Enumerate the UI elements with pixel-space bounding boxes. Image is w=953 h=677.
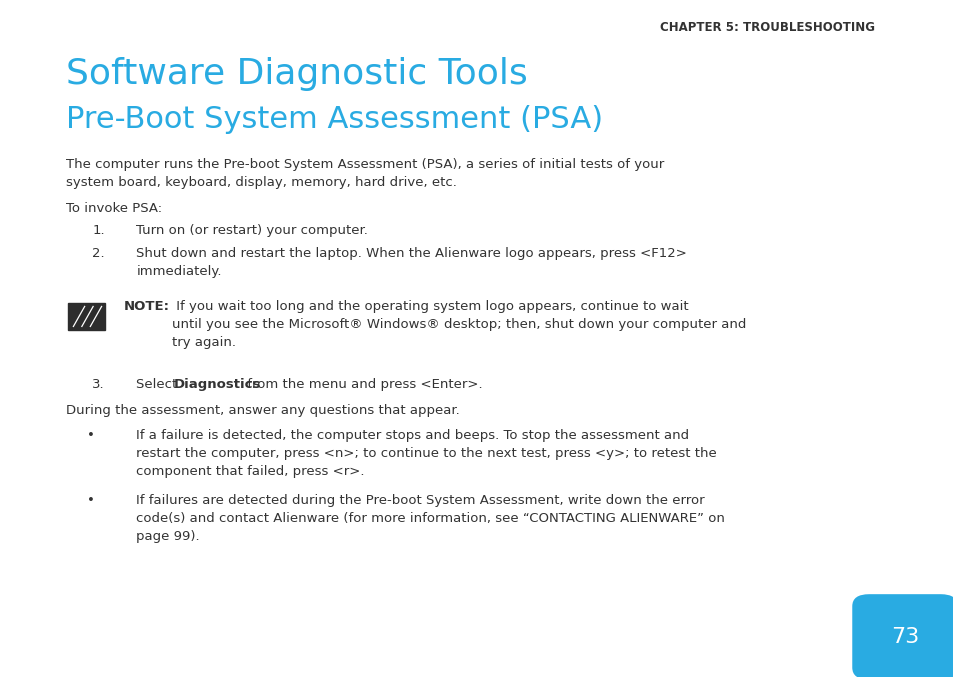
Text: During the assessment, answer any questions that appear.: During the assessment, answer any questi… (66, 404, 459, 417)
Text: Software Diagnostic Tools: Software Diagnostic Tools (66, 57, 527, 91)
Text: If you wait too long and the operating system logo appears, continue to wait
unt: If you wait too long and the operating s… (172, 300, 746, 349)
Text: •: • (87, 494, 94, 507)
Text: Shut down and restart the laptop. When the Alienware logo appears, press <F12>
i: Shut down and restart the laptop. When t… (136, 247, 686, 278)
Text: The computer runs the Pre-boot System Assessment (PSA), a series of initial test: The computer runs the Pre-boot System As… (66, 158, 663, 190)
Text: To invoke PSA:: To invoke PSA: (66, 202, 162, 215)
Text: Diagnostics: Diagnostics (173, 378, 261, 391)
Text: Select: Select (136, 378, 182, 391)
Text: 73: 73 (890, 627, 918, 647)
Text: CHAPTER 5: TROUBLESHOOTING: CHAPTER 5: TROUBLESHOOTING (659, 22, 874, 35)
Text: Pre-Boot System Assessment (PSA): Pre-Boot System Assessment (PSA) (66, 105, 602, 134)
Text: from the menu and press <Enter>.: from the menu and press <Enter>. (242, 378, 482, 391)
FancyBboxPatch shape (851, 594, 953, 677)
Text: If failures are detected during the Pre-boot System Assessment, write down the e: If failures are detected during the Pre-… (136, 494, 724, 543)
FancyBboxPatch shape (68, 303, 105, 330)
Text: If a failure is detected, the computer stops and beeps. To stop the assessment a: If a failure is detected, the computer s… (136, 429, 717, 477)
Text: 1.: 1. (92, 224, 105, 238)
Text: •: • (87, 429, 94, 441)
Text: 3.: 3. (92, 378, 105, 391)
Text: Turn on (or restart) your computer.: Turn on (or restart) your computer. (136, 224, 368, 238)
Text: 2.: 2. (92, 247, 105, 260)
Text: NOTE:: NOTE: (124, 300, 170, 313)
